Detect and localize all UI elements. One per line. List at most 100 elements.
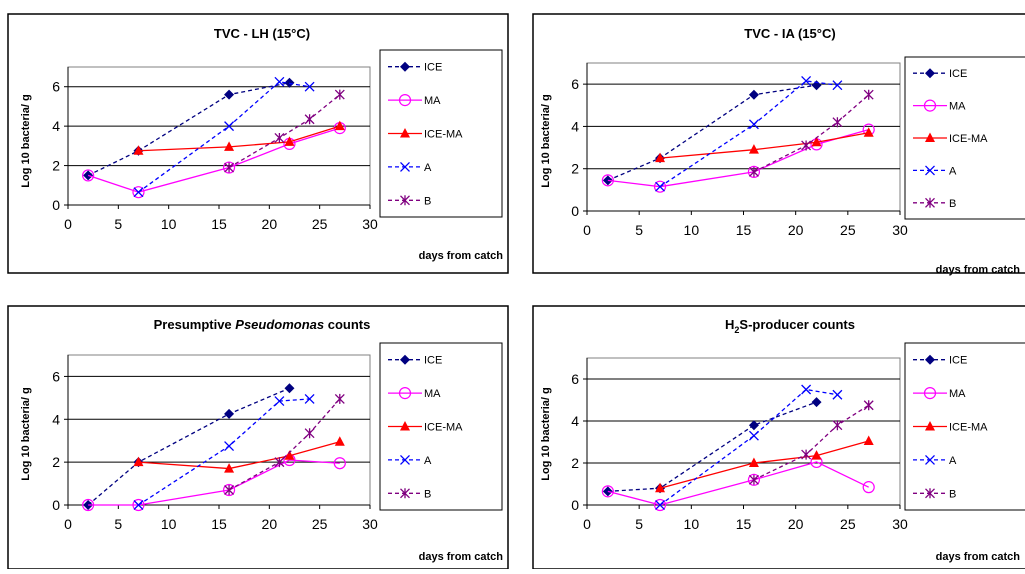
data-point xyxy=(748,420,759,431)
legend-entry: B xyxy=(913,197,956,210)
legend-label: ICE xyxy=(949,68,967,80)
x-tick-label: 15 xyxy=(736,516,752,532)
y-tick-label: 6 xyxy=(52,79,60,95)
legend-entry: MA xyxy=(388,93,441,107)
data-point xyxy=(274,132,285,143)
x-tick-label: 10 xyxy=(161,216,177,232)
legend-marker xyxy=(400,454,410,465)
x-axis-label: days from catch xyxy=(936,264,1021,276)
data-point xyxy=(224,141,235,151)
x-tick-label: 15 xyxy=(211,516,227,532)
x-axis-label: days from catch xyxy=(936,551,1021,563)
data-point xyxy=(811,450,822,460)
data-point xyxy=(274,396,285,407)
data-point xyxy=(133,145,144,155)
legend-label: ICE-MA xyxy=(424,129,463,141)
legend-marker xyxy=(400,421,410,431)
data-point xyxy=(811,397,822,408)
chart-panel-tvc-ia: 0 2 4 6 0 5 10 15 20 25 30 TVC - IA (15°C) Log 10 ba… xyxy=(532,13,1025,276)
data-point xyxy=(334,120,345,131)
data-point xyxy=(82,498,95,512)
legend-marker xyxy=(925,165,935,176)
y-tick-label: 0 xyxy=(52,497,60,513)
data-point xyxy=(601,485,614,498)
data-point xyxy=(653,498,667,512)
series-b xyxy=(748,400,874,485)
y-tick-label: 6 xyxy=(571,371,579,387)
legend-entry: ICE-MA xyxy=(913,132,988,145)
data-point xyxy=(748,166,759,177)
legend-marker xyxy=(400,161,410,172)
series-line xyxy=(607,401,817,492)
x-tick-label: 25 xyxy=(312,216,328,232)
data-point xyxy=(224,463,235,473)
data-point xyxy=(133,500,144,510)
legend-label: B xyxy=(949,488,956,500)
series-b xyxy=(224,89,345,173)
x-tick-label: 0 xyxy=(583,222,591,238)
data-point xyxy=(222,161,236,174)
y-tick-label: 4 xyxy=(571,413,579,429)
data-point xyxy=(832,420,843,431)
legend-entry: MA xyxy=(913,387,966,400)
legend-entry: A xyxy=(388,162,432,174)
data-point xyxy=(801,140,812,151)
legend-label: MA xyxy=(949,388,966,400)
data-point xyxy=(748,119,759,130)
series-line xyxy=(87,82,290,177)
y-tick-label: 0 xyxy=(52,197,60,213)
legend-entry: MA xyxy=(388,387,441,400)
chart-panel-tvc-lh: 0 2 4 6 0 5 10 15 20 25 30 TVC - LH (15°C) Log 10 ba… xyxy=(7,13,509,274)
legend-label: MA xyxy=(424,95,441,107)
data-point xyxy=(304,114,315,125)
data-point xyxy=(601,174,614,187)
legend-label: ICE xyxy=(424,355,442,367)
series-ice-ma xyxy=(133,120,345,155)
y-tick-label: 4 xyxy=(52,411,60,427)
legend-label: A xyxy=(949,455,957,467)
data-point xyxy=(655,500,665,510)
legend: ICE MA ICE-MA A B xyxy=(379,342,503,511)
legend-label: B xyxy=(949,198,956,210)
data-point xyxy=(224,441,235,452)
series-line xyxy=(659,132,869,159)
legend-entry: ICE-MA xyxy=(388,421,463,434)
legend-entry: ICE-MA xyxy=(388,128,463,141)
legend: ICE MA ICE-MA A B xyxy=(379,49,503,218)
y-tick-label: 4 xyxy=(571,118,579,134)
chart-title: TVC - LH (15°C) xyxy=(214,26,310,41)
data-point xyxy=(132,498,145,512)
legend-label: A xyxy=(424,455,432,467)
x-tick-label: 5 xyxy=(635,516,643,532)
legend-entry: ICE xyxy=(913,68,967,80)
legend-label: ICE-MA xyxy=(424,422,463,434)
data-point xyxy=(748,144,759,154)
data-point xyxy=(832,80,843,91)
data-point xyxy=(224,89,235,100)
series-line xyxy=(753,404,870,481)
legend-marker xyxy=(925,132,935,142)
series-ice xyxy=(602,397,822,497)
legend-entry: A xyxy=(913,165,957,177)
x-axis-label: days from catch xyxy=(419,250,504,262)
data-point xyxy=(224,485,235,495)
series-line xyxy=(138,398,310,506)
legend-entry: A xyxy=(388,455,432,467)
x-tick-label: 10 xyxy=(684,222,700,238)
data-point xyxy=(801,76,812,86)
legend-marker xyxy=(925,421,935,431)
data-point xyxy=(132,186,145,199)
data-point xyxy=(748,457,759,467)
data-point xyxy=(304,393,315,404)
legend-marker xyxy=(925,488,935,499)
series-line xyxy=(228,94,341,169)
y-tick-label: 0 xyxy=(571,497,579,513)
y-axis-label: Log 10 bacteria/ g xyxy=(20,387,32,481)
x-tick-label: 5 xyxy=(635,222,643,238)
series-a xyxy=(655,76,843,192)
legend-entry: MA xyxy=(913,99,966,113)
data-point xyxy=(334,89,345,100)
data-point xyxy=(655,482,666,493)
legend-label: ICE-MA xyxy=(949,422,988,434)
